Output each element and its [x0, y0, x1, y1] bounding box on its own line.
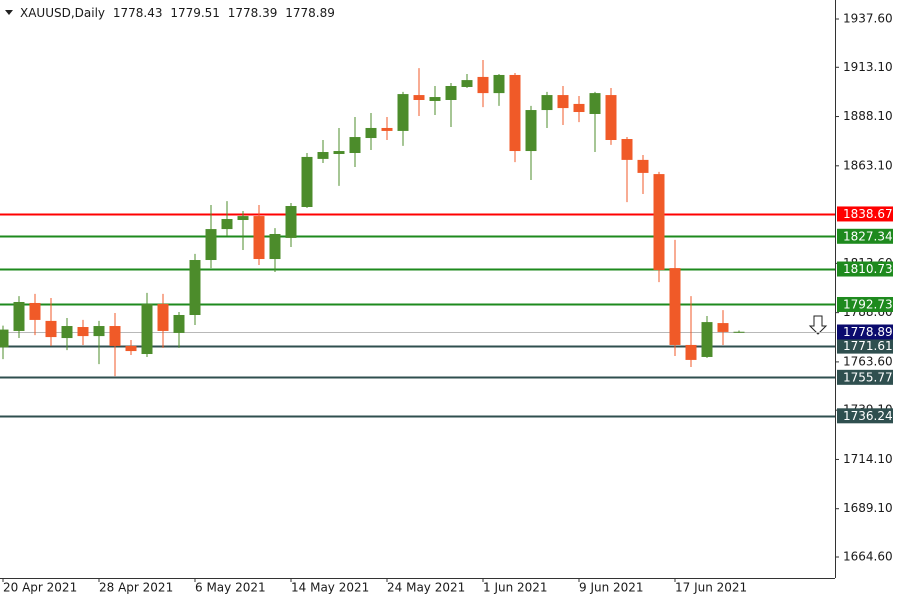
y-tick-label: 1664.60	[843, 549, 893, 563]
candle-body	[397, 94, 409, 131]
y-tick-label: 1913.10	[843, 60, 893, 74]
level-label-bg	[837, 228, 893, 244]
low-value: 1778.39	[228, 6, 278, 20]
candle-body	[493, 74, 505, 94]
candle-body	[29, 302, 41, 320]
candle-body	[685, 344, 697, 360]
candle-body	[77, 327, 89, 337]
candle-body	[461, 80, 473, 87]
y-tick-label: 1937.60	[843, 11, 893, 25]
candle-body	[429, 97, 441, 101]
x-tick-label: 14 May 2021	[291, 581, 369, 595]
candle-body	[45, 320, 57, 338]
candle-body	[349, 137, 361, 154]
current-price-label-bg	[837, 324, 893, 340]
y-tick-label: 1888.10	[843, 109, 893, 123]
level-label: 1792.73	[843, 297, 893, 311]
candle-body	[61, 326, 73, 339]
candle-body	[557, 95, 569, 109]
level-label-bg	[837, 261, 893, 277]
candle-body	[621, 139, 633, 160]
candle-body	[637, 159, 649, 173]
level-label: 1736.24	[843, 409, 893, 423]
candle-body	[301, 156, 313, 208]
symbol: XAUUSD,Daily	[20, 6, 105, 20]
candle-body	[717, 323, 729, 332]
candle-body	[237, 216, 249, 221]
level-label: 1771.61	[843, 339, 893, 353]
x-tick-label: 6 May 2021	[195, 581, 266, 595]
candle-body	[205, 229, 217, 261]
candle-body	[701, 322, 713, 357]
candle-body	[269, 233, 281, 260]
y-tick-label: 1714.10	[843, 452, 893, 466]
candle-body	[189, 260, 201, 315]
shift-arrow	[808, 315, 828, 335]
level-label: 1838.67	[843, 207, 893, 221]
candle-body	[365, 127, 377, 139]
candle-body	[157, 303, 169, 331]
x-tick-label: 17 Jun 2021	[675, 581, 747, 595]
current-price-label: 1778.89	[843, 325, 893, 339]
level-label-bg	[837, 206, 893, 222]
close-value: 1778.89	[285, 6, 335, 20]
y-tick-label: 1763.60	[843, 354, 893, 368]
level-label: 1810.73	[843, 262, 893, 276]
candle-body	[605, 95, 617, 140]
candle-body	[317, 152, 329, 159]
candle-body	[109, 326, 121, 346]
candle-body	[653, 174, 665, 271]
candle-body	[589, 93, 601, 114]
candle-body	[669, 268, 681, 345]
candle-body	[253, 216, 265, 260]
level-label: 1827.34	[843, 229, 893, 243]
x-tick-label: 9 Jun 2021	[579, 581, 644, 595]
x-tick-label: 20 Apr 2021	[3, 581, 77, 595]
high-value: 1779.51	[170, 6, 220, 20]
candle-body	[221, 219, 233, 230]
x-tick-label: 1 Jun 2021	[483, 581, 548, 595]
x-tick-label: 24 May 2021	[387, 581, 465, 595]
level-label-bg	[837, 338, 893, 354]
level-label: 1755.77	[843, 370, 893, 384]
level-label-bg	[837, 369, 893, 385]
candle-body	[141, 303, 153, 355]
menu-triangle[interactable]	[5, 10, 13, 15]
candle-body	[445, 86, 457, 100]
candle-body	[541, 95, 553, 111]
y-tick-label: 1863.10	[843, 158, 893, 172]
candle-body	[413, 95, 425, 100]
open-value: 1778.43	[113, 6, 163, 20]
candle-body	[125, 345, 137, 352]
candle-body	[733, 331, 745, 333]
level-label-bg	[837, 408, 893, 424]
candle-body	[509, 74, 521, 152]
candle-body	[285, 206, 297, 238]
header: XAUUSD,Daily 1778.43 1779.51 1778.39 177…	[20, 6, 335, 20]
candle-body	[381, 127, 393, 131]
candle-body	[477, 76, 489, 94]
candle-body	[0, 329, 9, 348]
x-tick-label: 28 Apr 2021	[99, 581, 173, 595]
level-label-bg	[837, 296, 893, 312]
candle-body	[93, 326, 105, 337]
candle-body	[173, 314, 185, 333]
candle-body	[573, 103, 585, 113]
candle-body	[13, 301, 25, 331]
candle-body	[525, 110, 537, 152]
y-tick-label: 1689.10	[843, 501, 893, 515]
candle-body	[333, 151, 345, 154]
